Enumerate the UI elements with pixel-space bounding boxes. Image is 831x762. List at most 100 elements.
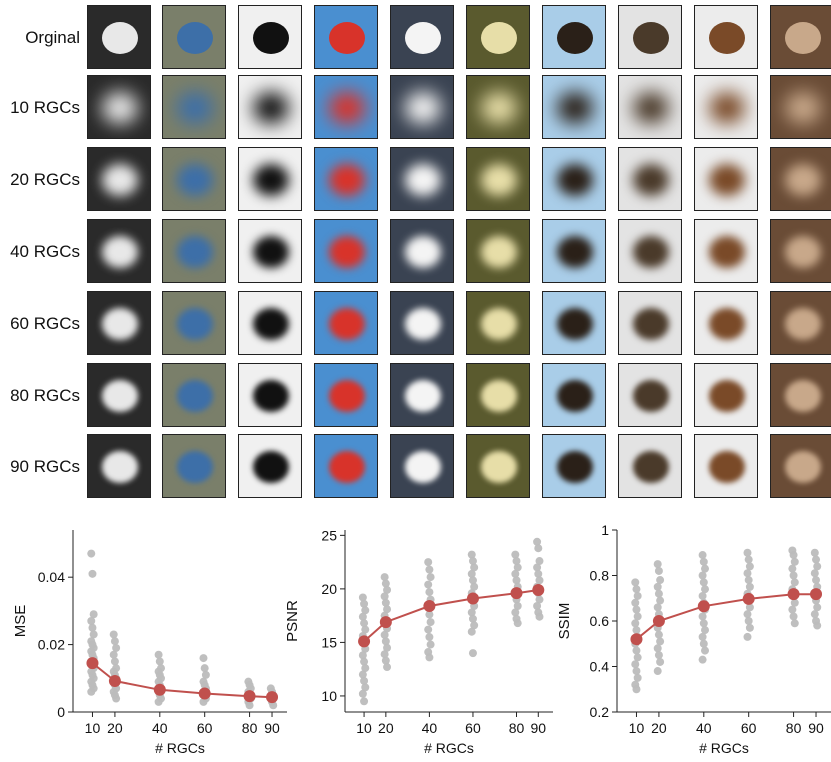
data-point xyxy=(109,630,118,639)
data-point xyxy=(701,585,709,594)
image-tile-deer-brown xyxy=(618,363,682,427)
data-point xyxy=(534,569,543,578)
image-tile-horse-brown xyxy=(694,434,758,498)
data-point xyxy=(467,569,476,578)
x-tick-label: 10 xyxy=(356,720,372,736)
image-tile-horse-brown xyxy=(694,147,758,211)
data-point xyxy=(360,676,369,685)
y-tick-label: 0.02 xyxy=(38,637,65,653)
data-point xyxy=(511,608,520,617)
data-point xyxy=(535,576,544,585)
y-tick-label: 15 xyxy=(321,634,337,650)
image-tile-eagle-dark xyxy=(542,291,606,355)
data-point xyxy=(744,617,753,625)
image-tile-bird-black xyxy=(238,363,302,427)
data-point xyxy=(699,619,708,628)
x-tick-label: 80 xyxy=(242,720,258,736)
image-tile-horse-white xyxy=(87,434,151,498)
image-tile-bird-black xyxy=(238,219,302,283)
data-point xyxy=(701,564,709,573)
data-point xyxy=(87,549,96,558)
image-tile-deer-brown xyxy=(618,434,682,498)
data-point xyxy=(360,657,369,666)
image-tile-eagle-dark xyxy=(542,147,606,211)
data-point xyxy=(790,598,799,607)
image-tile-eagle-dark xyxy=(542,434,606,498)
data-point xyxy=(653,560,662,569)
image-tile-cat-brown xyxy=(770,291,831,355)
data-point xyxy=(788,564,797,573)
image-tile-deer-brown xyxy=(618,219,682,283)
data-point xyxy=(425,565,434,574)
data-point xyxy=(812,555,821,564)
data-point xyxy=(381,579,390,588)
image-tile-cat-brown xyxy=(770,5,831,69)
image-tile-frog-yellow xyxy=(466,363,530,427)
image-tile-truck-blue xyxy=(162,219,226,283)
data-point xyxy=(744,555,753,564)
image-tile-cat-brown xyxy=(770,219,831,283)
data-point xyxy=(360,697,369,706)
image-tile-cat-brown xyxy=(770,434,831,498)
data-point xyxy=(699,557,708,566)
image-tile-eagle-dark xyxy=(542,363,606,427)
y-tick-label: 25 xyxy=(321,527,337,543)
data-point xyxy=(701,626,709,635)
data-point xyxy=(813,621,822,630)
data-point xyxy=(701,646,709,655)
image-tile-bird-black xyxy=(238,147,302,211)
data-point xyxy=(383,605,392,614)
mean-point xyxy=(510,587,523,600)
row-label: 20 RGCs xyxy=(10,170,80,189)
y-tick-label: 0.04 xyxy=(38,569,65,585)
image-tile-horse-brown xyxy=(694,5,758,69)
row-label: 40 RGCs xyxy=(10,242,80,261)
data-point xyxy=(511,550,520,559)
x-tick-label: 90 xyxy=(808,720,824,736)
data-point xyxy=(743,548,752,557)
data-point xyxy=(201,670,210,679)
x-tick-label: 80 xyxy=(786,720,802,736)
data-point xyxy=(513,619,522,628)
data-point xyxy=(743,632,752,641)
data-point xyxy=(200,664,209,673)
x-tick-label: 20 xyxy=(107,720,123,736)
mean-point xyxy=(266,691,279,704)
image-tile-truck-blue xyxy=(162,291,226,355)
image-tile-ship-red xyxy=(314,291,378,355)
data-point xyxy=(467,550,476,559)
image-tile-bird-black xyxy=(238,75,302,139)
data-point xyxy=(789,571,798,580)
data-point xyxy=(632,605,641,614)
x-tick-label: 10 xyxy=(629,720,645,736)
image-tile-bird-black xyxy=(238,434,302,498)
image-tile-horse-white xyxy=(87,291,151,355)
data-point xyxy=(512,576,521,585)
data-point xyxy=(112,694,121,703)
y-tick-label: 0.8 xyxy=(590,568,610,584)
data-point xyxy=(380,592,389,601)
data-point xyxy=(88,569,97,578)
data-point xyxy=(790,619,799,628)
mean-point xyxy=(379,616,392,629)
data-point xyxy=(361,606,370,615)
data-point xyxy=(467,608,476,617)
row-label: 10 RGCs xyxy=(10,98,80,117)
x-tick-label: 80 xyxy=(509,720,525,736)
mean-point xyxy=(198,687,211,700)
data-point xyxy=(199,697,208,706)
data-point xyxy=(110,637,119,646)
data-point xyxy=(631,578,640,587)
data-point xyxy=(535,557,544,566)
data-point xyxy=(632,685,641,694)
data-point xyxy=(535,595,544,604)
data-point xyxy=(633,612,642,621)
x-tick-label: 40 xyxy=(696,720,712,736)
image-tile-truck-blue xyxy=(162,363,226,427)
data-point xyxy=(88,623,97,632)
data-point xyxy=(468,557,477,566)
image-tile-ship-red xyxy=(314,434,378,498)
data-point xyxy=(512,557,521,566)
data-point xyxy=(633,591,642,600)
data-point xyxy=(424,558,433,567)
